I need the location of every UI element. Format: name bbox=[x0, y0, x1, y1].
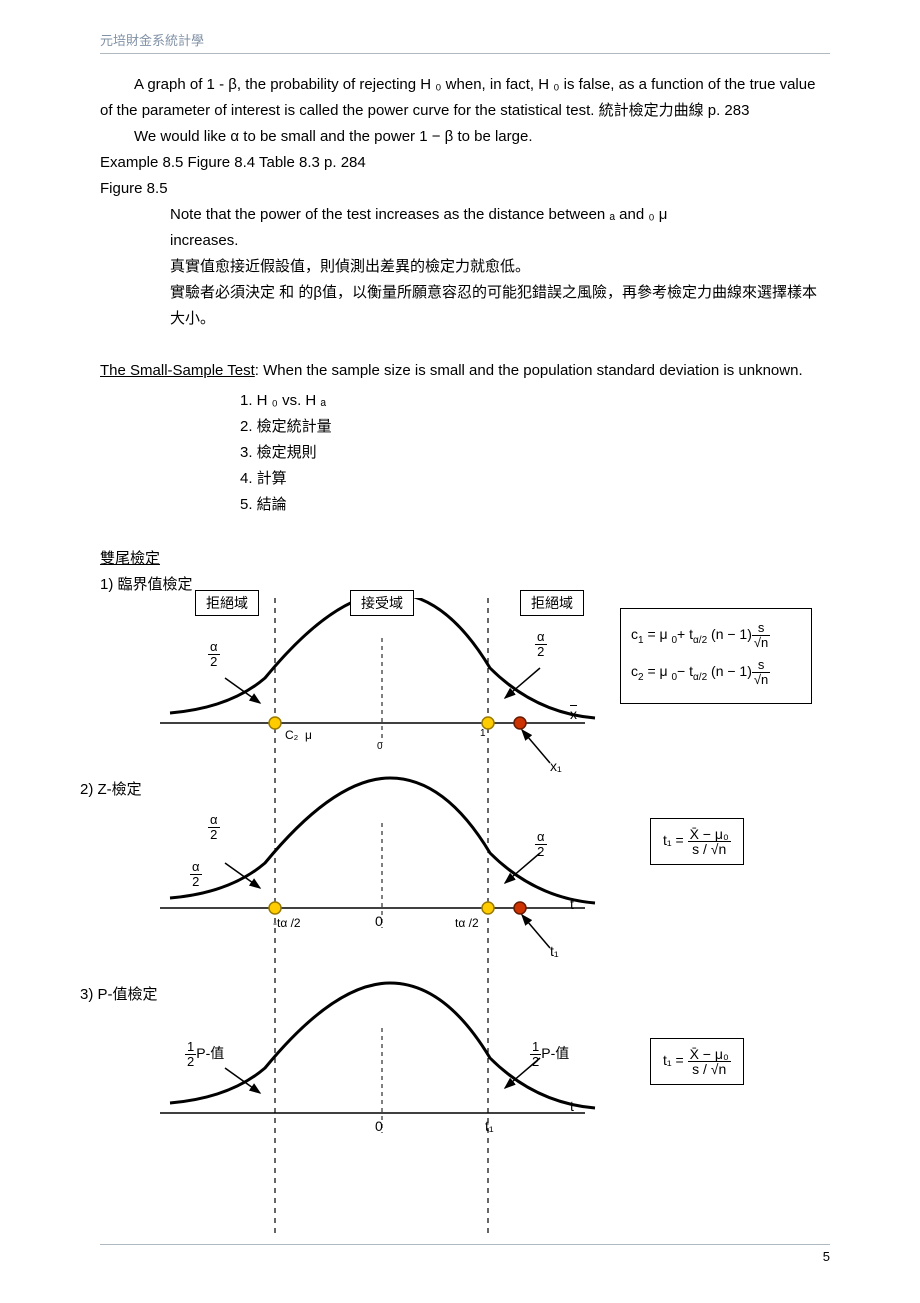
t-axis-3: t bbox=[570, 1098, 574, 1114]
paragraph-3: Example 8.5 Figure 8.4 Table 8.3 p. 284 bbox=[100, 150, 830, 176]
t1-label-2: t₁ bbox=[550, 943, 559, 959]
paragraph-4: Figure 8.5 bbox=[100, 176, 830, 202]
header-rule bbox=[100, 53, 830, 54]
pval-right: 12P-值 bbox=[530, 1040, 569, 1069]
method-2-label: 2) Z-檢定 bbox=[80, 778, 142, 799]
paragraph-2: We would like α to be small and the powe… bbox=[100, 124, 830, 150]
small-sample-heading: The Small-Sample Test: When the sample s… bbox=[100, 358, 830, 384]
list-item-4: 4. 計算 bbox=[240, 466, 830, 492]
formula-box-3: t₁ = X̄ − μ₀ s / √n bbox=[650, 1038, 744, 1085]
xbar-axis-1: x bbox=[570, 706, 577, 722]
c2-label: C₂ bbox=[285, 728, 298, 742]
list-item-3: 3. 檢定規則 bbox=[240, 440, 830, 466]
small-sample-rest: : When the sample size is small and the … bbox=[255, 362, 803, 379]
t1-label-3: t₁ bbox=[485, 1118, 494, 1134]
alpha-half-right-2: α2 bbox=[535, 830, 547, 859]
list-item-5: 5. 結論 bbox=[240, 492, 830, 518]
list-item-1: 1. H ₀ vs. H ₐ bbox=[240, 388, 830, 414]
pval-left: 12P-值 bbox=[185, 1040, 224, 1069]
alpha-half-left-2b: α2 bbox=[190, 860, 202, 889]
list-item-2: 2. 檢定統計量 bbox=[240, 414, 830, 440]
paragraph-5b: increases. bbox=[170, 228, 830, 254]
neg-ta2: -tα /2 bbox=[273, 916, 301, 930]
t-axis-2: t bbox=[570, 896, 574, 912]
label-reject-right: 拒絕域 bbox=[520, 590, 584, 616]
body-content: A graph of 1 - β, the probability of rej… bbox=[100, 72, 830, 598]
small-sample-title: The Small-Sample Test bbox=[100, 362, 255, 379]
page-number: 5 bbox=[100, 1249, 830, 1264]
label-accept: 接受域 bbox=[350, 590, 414, 616]
paragraph-6: 真實值愈接近假設值，則偵測出差異的檢定力就愈低。 bbox=[170, 254, 830, 280]
mu-label: μ bbox=[305, 728, 312, 742]
paragraph-7: 實驗者必須決定 和 的β值，以衡量所願意容忍的可能犯錯誤之風險，再參考檢定力曲線… bbox=[170, 280, 830, 332]
sub1-1: 1 bbox=[480, 728, 486, 739]
alpha-half-left-1: α2 bbox=[208, 640, 220, 669]
t1-eq-3: t₁ = bbox=[663, 1052, 684, 1068]
sub0-1: 0 bbox=[377, 741, 383, 752]
zero-3: 0 bbox=[375, 1118, 383, 1134]
diagram-area: 拒絕域 接受域 拒絕域 α2 α2 C₂ μ 0 1 x x₁ c1 = μ 0… bbox=[90, 598, 790, 1238]
x1-label: x₁ bbox=[550, 758, 562, 774]
method-3-label: 3) P-值檢定 bbox=[80, 983, 158, 1004]
t1-eq-2: t₁ = bbox=[663, 832, 684, 848]
alpha-half-right-1: α2 bbox=[535, 630, 547, 659]
formula-c2: c2 = μ 0− tα/2 (n − 1)s√n bbox=[631, 656, 801, 693]
paragraph-1: A graph of 1 - β, the probability of rej… bbox=[100, 72, 830, 124]
page-header: 元培財金系統計學 bbox=[100, 30, 830, 53]
pos-ta2: tα /2 bbox=[455, 916, 479, 930]
footer-rule bbox=[100, 1244, 830, 1245]
two-tail-heading: 雙尾檢定 bbox=[100, 550, 160, 567]
formula-box-2: t₁ = X̄ − μ₀ s / √n bbox=[650, 818, 744, 865]
formula-c1: c1 = μ 0+ tα/2 (n − 1)s√n bbox=[631, 619, 801, 656]
formula-box-1: c1 = μ 0+ tα/2 (n − 1)s√n c2 = μ 0− tα/2… bbox=[620, 608, 812, 704]
paragraph-5a: Note that the power of the test increase… bbox=[170, 202, 830, 228]
alpha-half-left-2: α2 bbox=[208, 813, 220, 842]
zero-2: 0 bbox=[375, 913, 383, 929]
label-reject-left: 拒絕域 bbox=[195, 590, 259, 616]
